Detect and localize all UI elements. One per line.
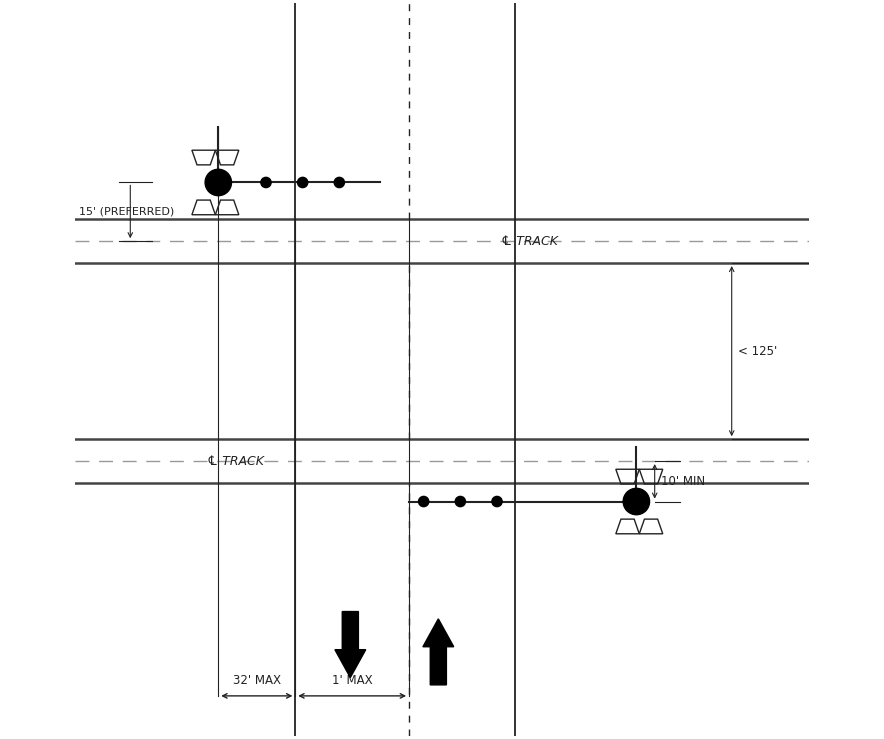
Text: < 125': < 125' [737, 344, 777, 358]
Circle shape [298, 177, 308, 188]
Text: 1' MAX: 1' MAX [332, 674, 372, 687]
Circle shape [205, 169, 232, 196]
Circle shape [261, 177, 271, 188]
Text: ℄ TRACK: ℄ TRACK [500, 235, 558, 248]
FancyArrow shape [423, 619, 453, 685]
Circle shape [334, 177, 345, 188]
Text: ℄ TRACK: ℄ TRACK [207, 454, 264, 468]
Circle shape [623, 488, 650, 515]
Text: 32' MAX: 32' MAX [232, 674, 281, 687]
Text: 15' (PREFERRED): 15' (PREFERRED) [79, 207, 174, 217]
Text: 10' MIN: 10' MIN [660, 475, 705, 488]
FancyArrow shape [335, 612, 366, 678]
Circle shape [418, 497, 429, 507]
Circle shape [455, 497, 466, 507]
Circle shape [492, 497, 502, 507]
